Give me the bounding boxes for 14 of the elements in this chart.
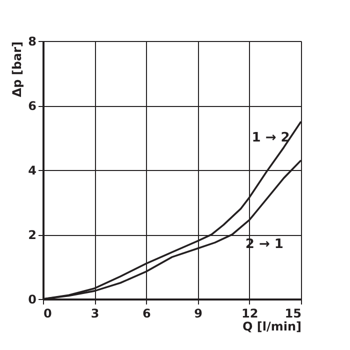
x-axis-title: Q [l/min]	[242, 320, 302, 334]
y-axis-title: Δp [bar]	[10, 42, 24, 98]
x-tick-label: 6	[142, 306, 151, 320]
y-tick-label: 8	[28, 34, 36, 48]
x-tick-label: 15	[284, 306, 302, 320]
y-tick-label: 0	[28, 292, 36, 306]
x-tick-label: 0	[44, 306, 52, 320]
y-tick-label: 6	[28, 99, 36, 113]
y-tick-label: 2	[28, 228, 36, 242]
x-tick-label: 9	[194, 306, 202, 320]
x-tick-label: 3	[90, 306, 100, 320]
y-tick-label: 4	[28, 164, 36, 178]
series-label: 1 → 2	[252, 130, 290, 146]
x-tick-label: 12	[242, 306, 258, 320]
